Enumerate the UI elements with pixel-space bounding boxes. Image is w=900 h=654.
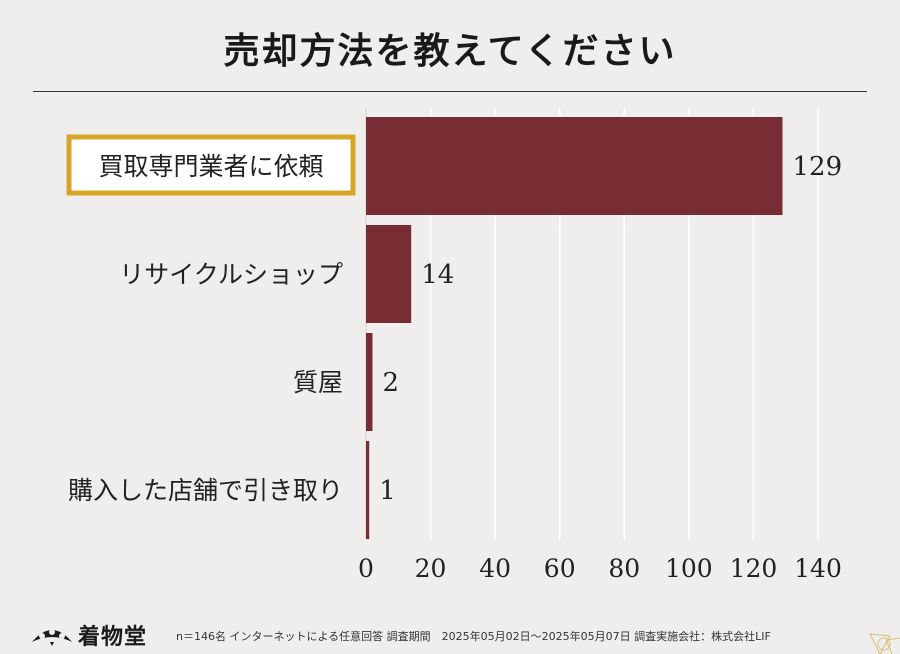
- x-tick-label: 80: [608, 554, 640, 583]
- category-label: 質屋: [293, 368, 343, 397]
- data-label: 2: [382, 368, 399, 398]
- chart-title: 売却方法を教えてください: [223, 30, 677, 72]
- brand-logo: 着物堂: [30, 620, 147, 650]
- highlight-box: [66, 134, 356, 196]
- bar: [366, 225, 412, 323]
- x-tick-label: 0: [358, 554, 374, 583]
- x-tick-label: 100: [665, 554, 713, 583]
- survey-note: n＝146名 インターネットによる任意回答 調査期間 2025年05月02日～2…: [176, 630, 771, 643]
- data-label: 14: [421, 260, 454, 290]
- category-label: リサイクルショップ: [119, 260, 343, 289]
- category-label: 買取専門業者に依頼: [98, 152, 323, 181]
- bar: [366, 441, 370, 539]
- data-label: 129: [792, 152, 842, 182]
- bar: [366, 333, 373, 431]
- x-tick-label: 60: [544, 554, 576, 583]
- x-tick-label: 40: [479, 554, 511, 583]
- title-divider: [33, 91, 867, 92]
- x-tick-label: 140: [794, 554, 842, 583]
- footer: 着物堂 n＝146名 インターネットによる任意回答 調査期間 2025年05月0…: [0, 620, 900, 654]
- x-tick-label: 120: [730, 554, 778, 583]
- fan-icon: [32, 629, 72, 646]
- flower-ornament-icon: [869, 633, 900, 654]
- data-label: 1: [379, 476, 396, 506]
- category-label: 購入した店舗で引き取り: [68, 476, 343, 505]
- bar: [366, 117, 783, 215]
- x-tick-label: 20: [415, 554, 447, 583]
- brand-name: 着物堂: [78, 624, 148, 650]
- bar-chart: 129 買取専門業者に依頼 14 リサイクルショップ 2 質屋 1 購入した店舗で引き取り 0 2…: [66, 108, 842, 583]
